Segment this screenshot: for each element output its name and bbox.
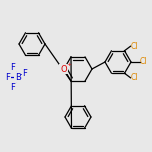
Text: Cl: Cl: [131, 42, 138, 51]
Text: Cl: Cl: [131, 73, 138, 82]
Text: +: +: [66, 62, 71, 67]
Text: O: O: [60, 64, 67, 74]
Text: F: F: [10, 62, 16, 71]
Text: −: −: [19, 71, 24, 76]
Text: F: F: [6, 73, 10, 81]
Text: Cl: Cl: [140, 57, 147, 67]
Text: F: F: [10, 83, 16, 92]
Text: B: B: [15, 73, 21, 81]
Text: F: F: [22, 69, 28, 78]
